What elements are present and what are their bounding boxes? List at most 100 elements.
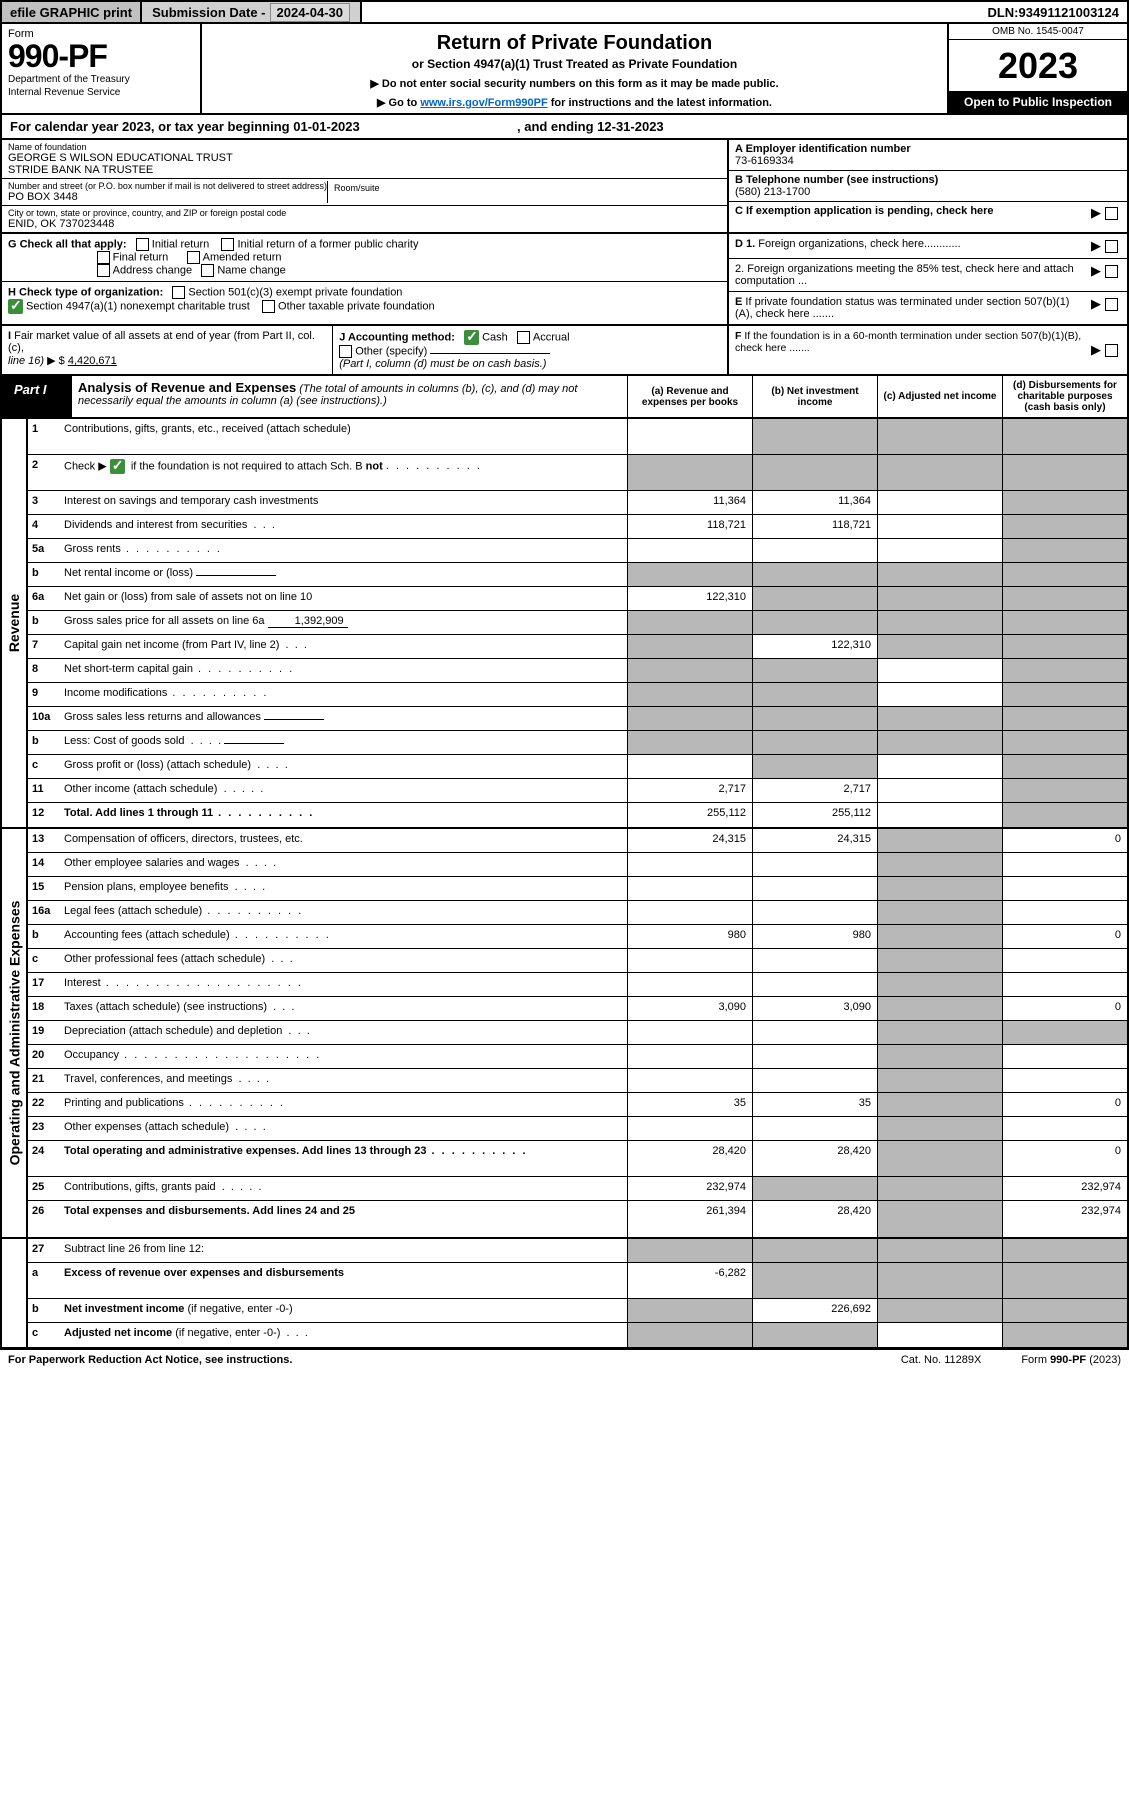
row-7: 7Capital gain net income (from Part IV, … bbox=[28, 635, 1127, 659]
side-spacer bbox=[2, 1239, 28, 1347]
row-5b: bNet rental income or (loss) bbox=[28, 563, 1127, 587]
phone-value: (580) 213-1700 bbox=[735, 186, 1121, 198]
g-opt-name: Name change bbox=[217, 264, 286, 276]
g-name-change-checkbox[interactable] bbox=[201, 264, 214, 277]
footer-cat-no: Cat. No. 11289X bbox=[861, 1354, 1022, 1366]
i-cell: I Fair market value of all assets at end… bbox=[2, 326, 333, 374]
arrow-icon: ▶ bbox=[1091, 263, 1101, 279]
sch-b-checkbox-checked[interactable] bbox=[110, 459, 125, 474]
j-label: J Accounting method: bbox=[339, 331, 455, 343]
revenue-side-label: Revenue bbox=[2, 419, 28, 827]
h-4947-checkbox-checked[interactable] bbox=[8, 299, 23, 314]
dln-label: DLN: bbox=[987, 5, 1018, 20]
g-initial-former-checkbox[interactable] bbox=[221, 238, 234, 251]
e-checkbox[interactable] bbox=[1105, 298, 1118, 311]
arrow-icon: ▶ bbox=[1091, 296, 1101, 312]
row-13: 13Compensation of officers, directors, t… bbox=[28, 829, 1127, 853]
j-cash-checkbox-checked[interactable] bbox=[464, 330, 479, 345]
g-amended-checkbox[interactable] bbox=[187, 251, 200, 264]
h-501c3-checkbox[interactable] bbox=[172, 286, 185, 299]
col-d-header: (d) Disbursements for charitable purpose… bbox=[1002, 376, 1127, 417]
address-value: PO BOX 3448 bbox=[8, 191, 327, 203]
address-label: Number and street (or P.O. box number if… bbox=[8, 181, 327, 191]
g-initial-return-checkbox[interactable] bbox=[136, 238, 149, 251]
form-subtitle: or Section 4947(a)(1) Trust Treated as P… bbox=[210, 57, 939, 71]
arrow-icon: ▶ bbox=[1091, 342, 1101, 358]
row-21: 21Travel, conferences, and meetings . . … bbox=[28, 1069, 1127, 1093]
row-8: 8Net short-term capital gain bbox=[28, 659, 1127, 683]
g-opt-former: Initial return of a former public charit… bbox=[237, 238, 418, 250]
city-row: City or town, state or province, country… bbox=[2, 206, 727, 232]
efile-graphic-print: efile GRAPHIC print bbox=[2, 2, 142, 22]
row-22: 22Printing and publications 35350 bbox=[28, 1093, 1127, 1117]
row-27a: aExcess of revenue over expenses and dis… bbox=[28, 1263, 1127, 1299]
h-other-checkbox[interactable] bbox=[262, 300, 275, 313]
foundation-name-1: GEORGE S WILSON EDUCATIONAL TRUST bbox=[8, 152, 721, 164]
row-23: 23Other expenses (attach schedule) . . .… bbox=[28, 1117, 1127, 1141]
ghij-block: G Check all that apply: Initial return I… bbox=[0, 234, 1129, 326]
row-25: 25Contributions, gifts, grants paid . . … bbox=[28, 1177, 1127, 1201]
entity-left: Name of foundation GEORGE S WILSON EDUCA… bbox=[2, 140, 727, 232]
row-27: 27Subtract line 26 from line 12: bbox=[28, 1239, 1127, 1263]
expenses-table: Operating and Administrative Expenses 13… bbox=[0, 829, 1129, 1239]
col-b-header: (b) Net investment income bbox=[752, 376, 877, 417]
arrow-icon: ▶ bbox=[1091, 205, 1101, 221]
submission-date-cell: Submission Date - 2024-04-30 bbox=[142, 2, 362, 22]
header-right: OMB No. 1545-0047 2023 Open to Public In… bbox=[947, 24, 1127, 113]
fmv-value: 4,420,671 bbox=[68, 355, 117, 367]
row-15: 15Pension plans, employee benefits . . .… bbox=[28, 877, 1127, 901]
h-label: H Check type of organization: bbox=[8, 286, 163, 298]
row-2: 2 Check ▶ if the foundation is not requi… bbox=[28, 455, 1127, 491]
j-other-checkbox[interactable] bbox=[339, 345, 352, 358]
cal-pre: For calendar year 2023, or tax year begi… bbox=[10, 119, 293, 134]
c-label: C If exemption application is pending, c… bbox=[735, 205, 1091, 221]
name-row: Name of foundation GEORGE S WILSON EDUCA… bbox=[2, 140, 727, 179]
e-text: If private foundation status was termina… bbox=[735, 296, 1069, 320]
j-other: Other (specify) bbox=[355, 345, 427, 357]
d1-text: Foreign organizations, check here.......… bbox=[758, 238, 960, 250]
expenses-side-label: Operating and Administrative Expenses bbox=[2, 829, 28, 1237]
cal-mid: , and ending bbox=[517, 119, 597, 134]
row-3: 3Interest on savings and temporary cash … bbox=[28, 491, 1127, 515]
g-opt-final: Final return bbox=[113, 251, 169, 263]
calendar-year-row: For calendar year 2023, or tax year begi… bbox=[0, 115, 1129, 140]
city-label: City or town, state or province, country… bbox=[8, 208, 721, 218]
d1-checkbox[interactable] bbox=[1105, 240, 1118, 253]
ghij-left: G Check all that apply: Initial return I… bbox=[2, 234, 727, 324]
d2-checkbox[interactable] bbox=[1105, 265, 1118, 278]
part-i-label: Part I bbox=[2, 376, 72, 417]
header-middle: Return of Private Foundation or Section … bbox=[202, 24, 947, 113]
submission-date-value: 2024-04-30 bbox=[270, 3, 351, 22]
dept-treasury: Department of the Treasury bbox=[8, 74, 194, 85]
j-note: (Part I, column (d) must be on cash basi… bbox=[339, 358, 546, 370]
omb-number: OMB No. 1545-0047 bbox=[949, 24, 1127, 40]
j-accrual: Accrual bbox=[533, 331, 570, 343]
cal-begin: 01-01-2023 bbox=[293, 119, 360, 134]
c-checkbox[interactable] bbox=[1105, 207, 1118, 220]
row-6a: 6aNet gain or (loss) from sale of assets… bbox=[28, 587, 1127, 611]
g-opt-initial: Initial return bbox=[152, 238, 209, 250]
cal-end: 12-31-2023 bbox=[597, 119, 664, 134]
ein-value: 73-6169334 bbox=[735, 155, 1121, 167]
row-18: 18Taxes (attach schedule) (see instructi… bbox=[28, 997, 1127, 1021]
irs-link[interactable]: www.irs.gov/Form990PF bbox=[420, 97, 547, 109]
row-16c: cOther professional fees (attach schedul… bbox=[28, 949, 1127, 973]
f-cell: F If the foundation is in a 60-month ter… bbox=[727, 326, 1127, 374]
form-number: 990-PF bbox=[8, 40, 194, 72]
row-6b: bGross sales price for all assets on lin… bbox=[28, 611, 1127, 635]
g-address-change-checkbox[interactable] bbox=[97, 264, 110, 277]
j-accrual-checkbox[interactable] bbox=[517, 331, 530, 344]
dln-cell: DLN: 93491121003124 bbox=[979, 2, 1127, 22]
dln-value: 93491121003124 bbox=[1018, 5, 1119, 20]
row-5a: 5aGross rents bbox=[28, 539, 1127, 563]
g-final-return-checkbox[interactable] bbox=[97, 251, 110, 264]
row-19: 19Depreciation (attach schedule) and dep… bbox=[28, 1021, 1127, 1045]
instr2-pre: ▶ Go to bbox=[377, 97, 420, 109]
d2-text: 2. Foreign organizations meeting the 85%… bbox=[735, 263, 1085, 287]
line-27-table: 27Subtract line 26 from line 12: aExcess… bbox=[0, 1239, 1129, 1349]
footer-form-ref: Form 990-PF (2023) bbox=[1021, 1354, 1121, 1366]
row-27b: bNet investment income (if negative, ent… bbox=[28, 1299, 1127, 1323]
f-checkbox[interactable] bbox=[1105, 344, 1118, 357]
h-row: H Check type of organization: Section 50… bbox=[2, 282, 727, 318]
header-left: Form 990-PF Department of the Treasury I… bbox=[2, 24, 202, 113]
